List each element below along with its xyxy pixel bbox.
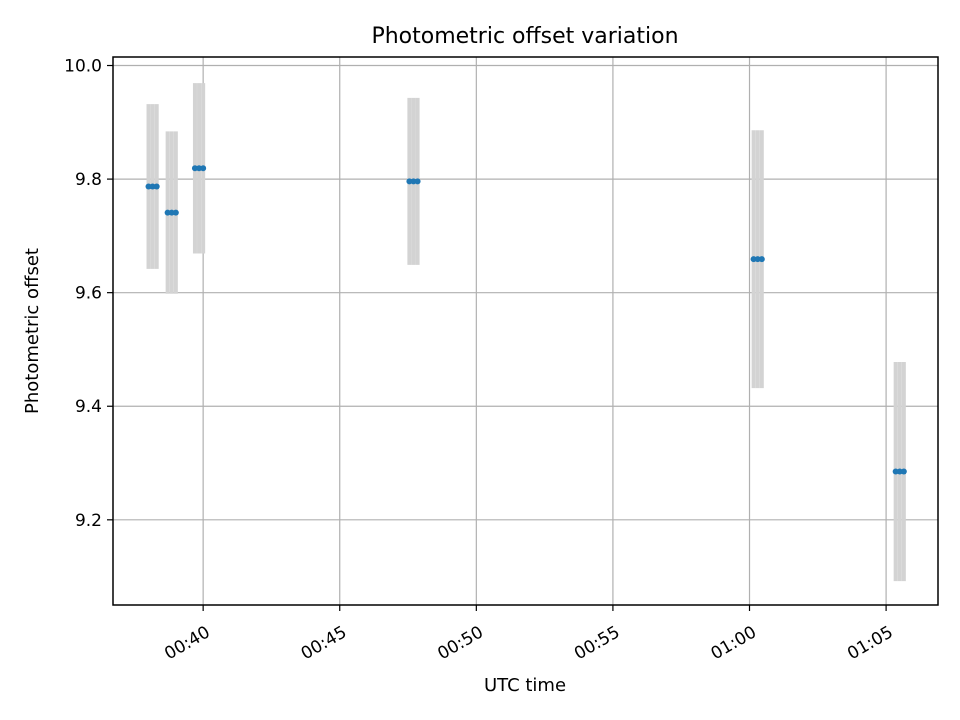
data-point: [172, 209, 179, 216]
data-point: [900, 468, 907, 475]
data-points: [145, 165, 907, 475]
x-axis-label: UTC time: [484, 675, 566, 696]
data-point: [200, 165, 207, 172]
y-tick-label: 9.4: [75, 397, 102, 417]
chart-title: Photometric offset variation: [371, 24, 678, 49]
grid-lines: [113, 57, 938, 605]
y-tick-label: 9.2: [75, 511, 102, 531]
y-tick-label: 10.0: [64, 57, 102, 77]
data-point: [153, 183, 160, 190]
y-axis-ticks: 9.2 9.4 9.6 9.8 10.0: [64, 57, 113, 531]
plot-frame: [112, 56, 939, 606]
data-point: [414, 178, 421, 185]
y-axis-label: Photometric offset: [22, 248, 43, 414]
y-tick-label: 9.6: [75, 284, 102, 304]
data-point: [758, 256, 765, 263]
y-tick-label: 9.8: [75, 170, 102, 190]
